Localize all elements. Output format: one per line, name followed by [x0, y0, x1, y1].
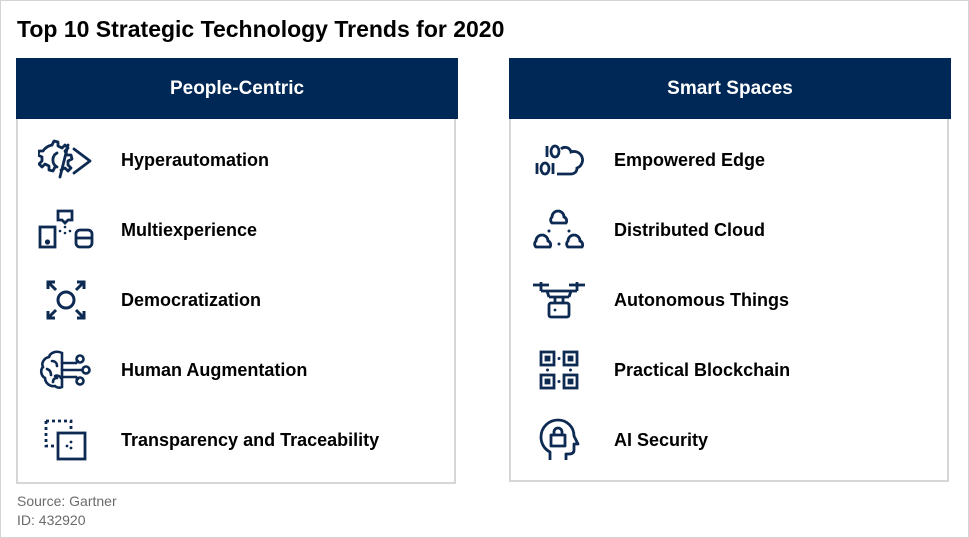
panel-people-centric: People-Centric Hyperautomation	[16, 58, 458, 484]
brain-circuit-icon	[36, 345, 96, 395]
head-lock-icon	[529, 415, 589, 465]
item-label: Multiexperience	[121, 219, 258, 240]
blockchain-icon	[529, 345, 589, 395]
item-label: Human Augmentation	[121, 359, 308, 380]
item-label: Distributed Cloud	[614, 219, 765, 240]
gear-code-icon	[36, 135, 96, 185]
item-label: Transparency and Traceability	[121, 429, 380, 450]
list-item: Autonomous Things	[511, 270, 947, 330]
page-title: Top 10 Strategic Technology Trends for 2…	[17, 16, 505, 42]
item-label: Empowered Edge	[614, 149, 766, 170]
list-item: Distributed Cloud	[511, 200, 947, 260]
list-item: Empowered Edge	[511, 130, 947, 190]
expand-circle-icon	[36, 275, 96, 325]
panel-smart-spaces: Smart Spaces Empowered Edge	[509, 58, 951, 482]
list-item: Democratization	[18, 270, 454, 330]
item-label: Autonomous Things	[614, 289, 789, 310]
list-item: Transparency and Traceability	[18, 410, 454, 470]
binary-cloud-icon	[529, 135, 589, 185]
list-item: AI Security	[511, 410, 947, 470]
item-label: AI Security	[614, 429, 709, 450]
list-item: Hyperautomation	[18, 130, 454, 190]
panel-header: Smart Spaces	[509, 58, 951, 119]
list-item: Human Augmentation	[18, 340, 454, 400]
item-label: Democratization	[121, 289, 262, 310]
drone-icon	[529, 275, 589, 325]
dotted-square-icon	[36, 415, 96, 465]
item-label: Practical Blockchain	[614, 359, 791, 380]
panel-header: People-Centric	[16, 58, 458, 119]
multi-device-icon	[36, 205, 96, 255]
cloud-network-icon	[529, 205, 589, 255]
figure-id: ID: 432920	[17, 512, 86, 528]
source-note: Source: Gartner	[17, 493, 117, 509]
item-label: Hyperautomation	[121, 149, 270, 170]
list-item: Multiexperience	[18, 200, 454, 260]
list-item: Practical Blockchain	[511, 340, 947, 400]
